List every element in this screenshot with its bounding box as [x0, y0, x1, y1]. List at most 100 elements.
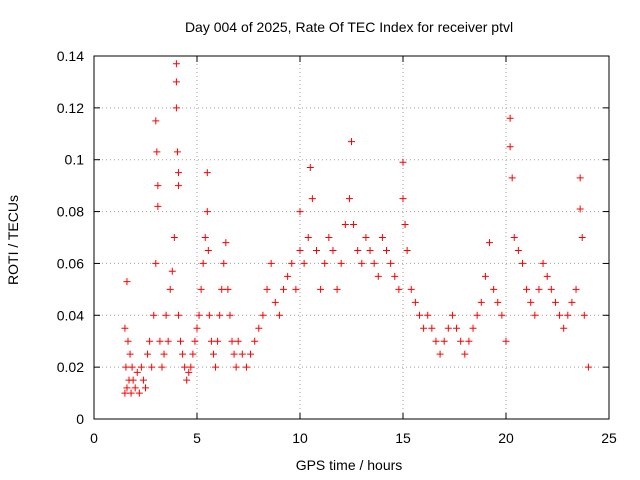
data-point — [568, 298, 576, 306]
data-point — [207, 337, 215, 345]
data-point — [152, 259, 160, 267]
data-point — [142, 384, 149, 392]
data-point — [473, 311, 481, 319]
data-point — [518, 259, 526, 267]
data-point — [212, 363, 220, 371]
data-point — [160, 350, 168, 358]
data-point — [123, 278, 131, 286]
data-point — [481, 272, 489, 280]
data-point — [174, 182, 182, 190]
data-point — [547, 285, 555, 293]
data-point — [580, 311, 588, 319]
data-point — [168, 267, 176, 275]
data-point — [461, 350, 469, 358]
data-point — [490, 285, 498, 293]
data-point — [152, 117, 160, 125]
data-point — [135, 389, 143, 397]
data-point — [146, 337, 154, 345]
data-point — [183, 376, 191, 384]
data-point — [280, 285, 288, 293]
data-point — [502, 337, 510, 345]
data-point — [139, 376, 147, 384]
data-point — [214, 337, 222, 345]
data-point — [535, 285, 543, 293]
data-point — [401, 221, 409, 229]
data-point — [154, 182, 162, 190]
data-point — [238, 350, 246, 358]
y-tick-label: 0.1 — [65, 152, 85, 168]
data-point — [170, 234, 178, 241]
data-point — [306, 163, 314, 171]
data-point — [325, 234, 333, 241]
data-point — [494, 298, 502, 306]
data-point — [576, 174, 584, 182]
data-point — [123, 384, 131, 392]
data-point — [415, 311, 423, 319]
data-point — [224, 285, 232, 293]
data-point — [195, 311, 203, 319]
data-point — [187, 363, 195, 371]
data-point — [556, 311, 564, 319]
data-points — [121, 60, 592, 397]
y-tick-label: 0.12 — [57, 100, 84, 116]
data-point — [144, 350, 152, 358]
data-point — [129, 376, 137, 384]
data-point — [378, 234, 386, 241]
data-point — [127, 389, 135, 397]
data-point — [209, 350, 217, 358]
data-point — [300, 259, 308, 267]
data-point — [551, 298, 559, 306]
data-point — [218, 285, 226, 293]
data-point — [172, 78, 180, 86]
data-point — [337, 259, 345, 267]
data-point — [370, 259, 378, 267]
data-point — [444, 324, 452, 332]
x-axis-label: GPS time / hours — [296, 457, 403, 473]
data-point — [204, 246, 212, 254]
x-tick-label: 5 — [193, 430, 201, 446]
data-point — [234, 337, 242, 345]
y-tick-label: 0.02 — [57, 359, 84, 375]
data-point — [255, 324, 263, 332]
data-point — [232, 363, 240, 371]
data-point — [420, 324, 428, 332]
data-point — [366, 246, 374, 254]
data-point — [263, 285, 271, 293]
x-tick-label: 25 — [601, 430, 617, 446]
data-point — [407, 285, 415, 293]
x-tick-label: 15 — [395, 430, 411, 446]
data-point — [205, 311, 213, 319]
data-point — [341, 221, 349, 229]
axis-ticks — [93, 55, 610, 420]
data-point — [189, 350, 197, 358]
data-point — [267, 259, 275, 267]
data-point — [153, 148, 161, 156]
data-point — [523, 285, 531, 293]
y-tick-label: 0 — [76, 411, 84, 427]
data-point — [395, 285, 403, 293]
data-point — [162, 311, 170, 319]
data-point — [508, 174, 516, 182]
data-point — [572, 285, 580, 293]
data-point — [296, 246, 304, 254]
data-point — [308, 195, 316, 203]
data-point — [193, 324, 201, 332]
data-point — [173, 148, 181, 156]
data-point — [564, 311, 572, 319]
data-point — [391, 272, 399, 280]
y-tick-labels: 0 0.02 0.04 0.06 0.08 0.1 0.12 0.14 — [57, 48, 84, 427]
data-point — [304, 234, 312, 241]
data-point — [288, 259, 296, 267]
data-point — [122, 363, 130, 371]
data-point — [133, 368, 141, 376]
data-point — [191, 337, 199, 345]
data-point — [222, 239, 230, 247]
data-point — [199, 259, 207, 267]
data-point — [457, 337, 465, 345]
data-point — [312, 246, 320, 254]
data-point — [172, 104, 180, 112]
data-point — [242, 363, 250, 371]
data-point — [486, 239, 494, 247]
